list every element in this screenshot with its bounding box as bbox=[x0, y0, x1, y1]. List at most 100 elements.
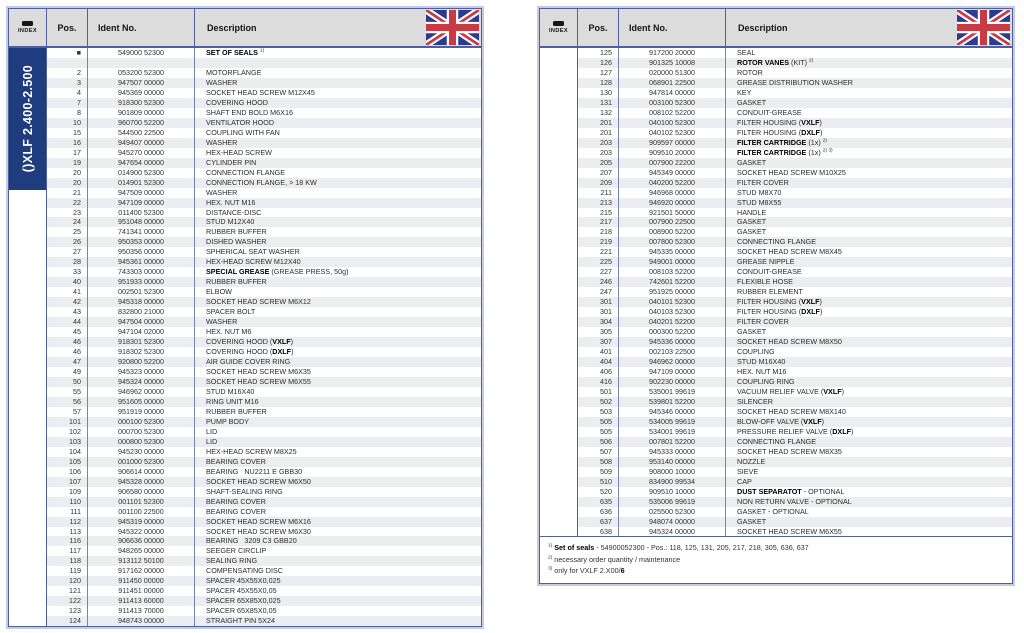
row-ident: 020000 51300 bbox=[619, 67, 726, 78]
row-ident: 068901 22500 bbox=[619, 77, 726, 88]
row-ident: 909510 20000 bbox=[619, 147, 726, 158]
table-row: 20 014901 52300 CONNECTION FLANGE, > 18 … bbox=[47, 177, 481, 188]
row-description: MOTORFLANGE bbox=[206, 67, 262, 77]
row-ident: 921501 50000 bbox=[619, 207, 726, 218]
row-pos: 47 bbox=[47, 357, 88, 367]
row-ident: 901325 10008 bbox=[619, 57, 726, 68]
model-label-bar: ()XLF 2.400-2.500 bbox=[9, 48, 46, 190]
row-description bbox=[195, 58, 481, 68]
row-ident: 949001 00000 bbox=[619, 257, 726, 268]
table-row: 203 909597 00000 FILTER CARTRIDGE (1x) 2… bbox=[578, 137, 1012, 148]
row-description: SPHERICAL SEAT WASHER bbox=[206, 247, 300, 257]
row-description: RING UNIT M16 bbox=[206, 396, 259, 406]
row-pos: 637 bbox=[578, 516, 619, 527]
row-pos: 509 bbox=[578, 466, 619, 477]
row-ident: 945319 00000 bbox=[88, 516, 195, 527]
table-row: 416 902230 00000 COUPLING RING bbox=[578, 376, 1012, 387]
row-ident: 951925 00000 bbox=[619, 287, 726, 298]
row-description: STUD M16X40 bbox=[737, 357, 786, 367]
table-row: 101 000100 52300 PUMP BODY bbox=[47, 416, 481, 427]
column-header-description: Description bbox=[195, 9, 481, 46]
row-pos: 110 bbox=[47, 496, 88, 507]
index-column: ()XLF 2.400-2.500 bbox=[9, 48, 47, 627]
row-description: SEAL bbox=[737, 48, 756, 57]
row-pos: 218 bbox=[578, 227, 619, 238]
table-row: 23 011400 52300 DISTANCE-DISC bbox=[47, 207, 481, 218]
table-row: 127 020000 51300 ROTOR bbox=[578, 67, 1012, 78]
row-pos: 45 bbox=[47, 327, 88, 338]
row-description: HEX-HEAD SCREW M8X25 bbox=[206, 446, 297, 456]
row-pos: 404 bbox=[578, 357, 619, 367]
row-ident: 945349 00000 bbox=[619, 167, 726, 178]
row-ident: 951048 00000 bbox=[88, 217, 195, 228]
footnote-line: 3) only for VXLF 2.X00/6 bbox=[548, 566, 625, 576]
row-pos: 103 bbox=[47, 436, 88, 447]
row-pos: 635 bbox=[578, 496, 619, 507]
table-row: 122 911413 60000 SPACER 65X85X0,025 bbox=[47, 596, 481, 607]
row-pos: 43 bbox=[47, 307, 88, 318]
row-pos: 127 bbox=[578, 67, 619, 78]
row-ident: 534001 99619 bbox=[619, 426, 726, 437]
row-description: HEX. NUT M16 bbox=[737, 367, 787, 376]
row-ident: 902230 00000 bbox=[619, 376, 726, 387]
row-description: CYLINDER PIN bbox=[206, 157, 257, 167]
row-description: HEX. NUT M6 bbox=[206, 327, 252, 337]
row-ident: 002501 52300 bbox=[88, 287, 195, 298]
row-description: COVERING HOOD bbox=[206, 97, 268, 107]
row-ident: 014900 52300 bbox=[88, 167, 195, 178]
row-pos: 4 bbox=[47, 87, 88, 98]
footnote-line: 1) Set of seals - 54900052300 - Pos.: 11… bbox=[548, 543, 809, 553]
table-row: 125 917200 20000 SEAL bbox=[578, 48, 1012, 58]
row-pos: 44 bbox=[47, 317, 88, 328]
row-description: SIEVE bbox=[737, 466, 759, 476]
row-ident: 917162 00000 bbox=[88, 566, 195, 577]
row-description: GASKET bbox=[737, 97, 767, 107]
row-ident: 945270 00000 bbox=[88, 147, 195, 158]
row-pos: 116 bbox=[47, 536, 88, 547]
row-pos: 25 bbox=[47, 227, 88, 238]
column-header-description: Description bbox=[726, 9, 1012, 46]
column-header-description-label: Description bbox=[738, 22, 788, 33]
row-description: SOCKET HEAD SCREW M10X25 bbox=[737, 167, 846, 177]
row-ident: 945361 00000 bbox=[88, 257, 195, 268]
row-ident: 040103 52300 bbox=[619, 307, 726, 318]
row-pos: 8 bbox=[47, 107, 88, 118]
row-description: SPACER 65X85X0,025 bbox=[206, 596, 281, 606]
row-pos: 305 bbox=[578, 327, 619, 338]
row-description: STRAIGHT PIN 5X24 bbox=[206, 616, 275, 626]
row-description: CONDUIT-GREASE bbox=[737, 107, 802, 117]
index-button[interactable]: INDEX bbox=[540, 9, 578, 46]
table-row: 207 945349 00000 SOCKET HEAD SCREW M10X2… bbox=[578, 167, 1012, 178]
table-row: 506 007801 52200 CONNECTING FLANGE bbox=[578, 436, 1012, 447]
index-icon bbox=[22, 21, 33, 26]
row-description: SOCKET HEAD SCREW M8X35 bbox=[737, 446, 842, 456]
uk-flag-icon bbox=[426, 10, 479, 45]
index-button[interactable]: INDEX bbox=[9, 9, 47, 46]
row-ident: 948265 00000 bbox=[88, 546, 195, 557]
row-description: VACUUM RELIEF VALVE (VXLF) bbox=[737, 386, 845, 396]
row-ident: 011400 52300 bbox=[88, 207, 195, 218]
row-description: FILTER COVER bbox=[737, 317, 789, 327]
row-description: FILTER CARTRIDGE (1x) 2) bbox=[737, 137, 827, 147]
row-description: FILTER HOUSING (DXLF) bbox=[737, 127, 823, 137]
row-pos: 111 bbox=[47, 506, 88, 517]
parts-table-left: INDEX Pos. Ident No. Description ()XLF 2… bbox=[8, 8, 482, 628]
row-ident: 001100 22500 bbox=[88, 506, 195, 517]
row-pos: 107 bbox=[47, 476, 88, 487]
table-row: 106 906614 00000 BEARING NU2211 E GBB30 bbox=[47, 466, 481, 477]
row-ident: 909510 10000 bbox=[619, 486, 726, 497]
table-row: 217 007900 22500 GASKET bbox=[578, 217, 1012, 228]
row-ident: 945369 00000 bbox=[88, 87, 195, 98]
table-row: 27 950356 00000 SPHERICAL SEAT WASHER bbox=[47, 247, 481, 258]
row-ident: 539801 52200 bbox=[619, 396, 726, 407]
row-ident: 911450 00000 bbox=[88, 576, 195, 587]
table-row: 43 832800 21000 SPACER BOLT bbox=[47, 307, 481, 318]
footnotes: 1) Set of seals - 54900052300 - Pos.: 11… bbox=[540, 536, 1012, 583]
row-ident: 946962 00000 bbox=[88, 386, 195, 397]
row-pos: 217 bbox=[578, 217, 619, 228]
table-row: 401 002103 22500 COUPLING bbox=[578, 347, 1012, 358]
table-row: 215 921501 50000 HANDLE bbox=[578, 207, 1012, 218]
table-row: ■ 549000 52300 SET OF SEALS 1) bbox=[47, 48, 481, 58]
row-pos: 50 bbox=[47, 376, 88, 387]
row-ident: 053200 52300 bbox=[88, 67, 195, 78]
